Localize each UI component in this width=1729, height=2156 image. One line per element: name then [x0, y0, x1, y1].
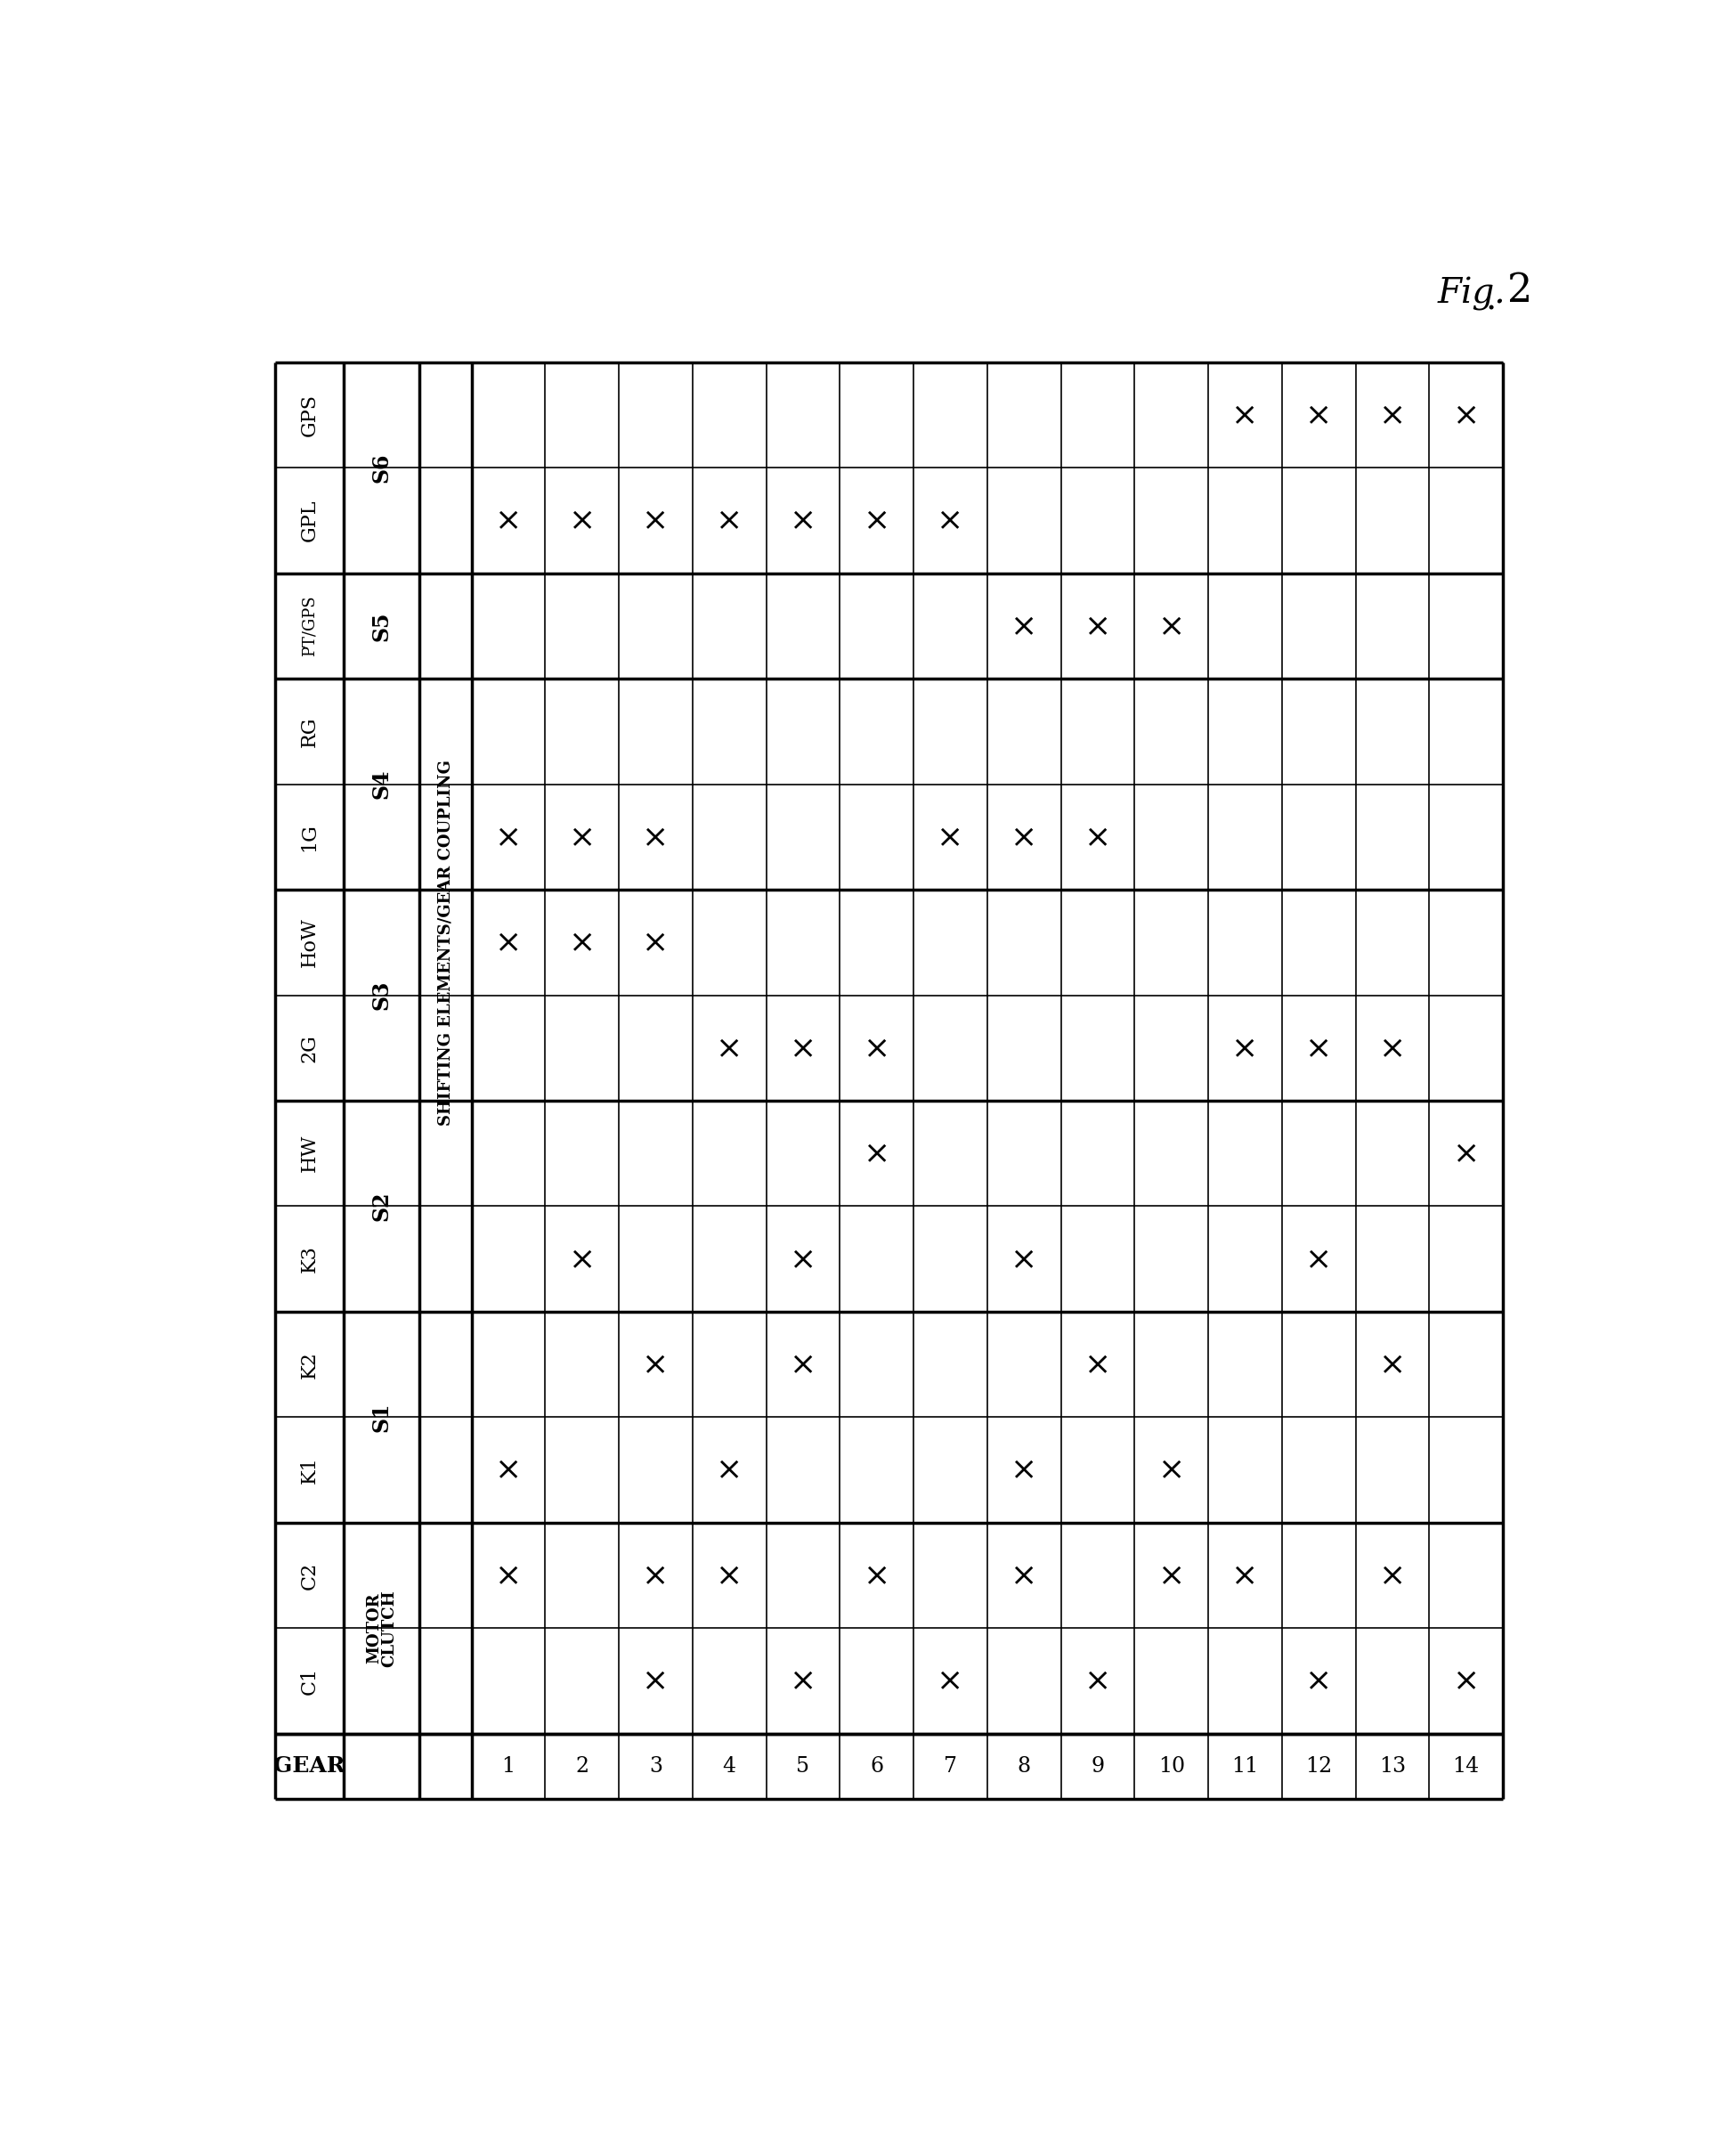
Text: MOTOR
CLUTCH: MOTOR CLUTCH: [367, 1589, 398, 1667]
Text: ×: ×: [494, 1455, 522, 1485]
Text: ×: ×: [1452, 1667, 1480, 1697]
Text: PT/GPS: PT/GPS: [301, 595, 318, 658]
Text: ×: ×: [1158, 610, 1184, 640]
Text: 14: 14: [1452, 1755, 1480, 1777]
Text: 1: 1: [501, 1755, 515, 1777]
Text: K1: K1: [299, 1455, 320, 1483]
Text: ×: ×: [790, 1667, 816, 1697]
Text: ×: ×: [937, 1667, 963, 1697]
Text: 1G: 1G: [299, 824, 320, 852]
Text: SHIFTING ELEMENTS/GEAR COUPLING: SHIFTING ELEMENTS/GEAR COUPLING: [437, 759, 453, 1125]
Text: ×: ×: [1305, 1667, 1333, 1697]
Text: 2: 2: [576, 1755, 588, 1777]
Text: ×: ×: [790, 1244, 816, 1274]
Text: ×: ×: [1305, 1244, 1333, 1274]
Text: S3: S3: [372, 981, 392, 1011]
Text: ×: ×: [1084, 821, 1112, 852]
Text: ×: ×: [790, 505, 816, 535]
Text: 2G: 2G: [299, 1033, 320, 1063]
Text: ×: ×: [863, 505, 890, 535]
Text: RG: RG: [299, 716, 320, 746]
Text: 6: 6: [870, 1755, 884, 1777]
Text: ×: ×: [1452, 1138, 1480, 1169]
Text: S2: S2: [372, 1192, 392, 1220]
Text: 2: 2: [1508, 272, 1534, 310]
Text: GPS: GPS: [299, 395, 320, 436]
Text: 9: 9: [1091, 1755, 1105, 1777]
Text: HW: HW: [299, 1134, 320, 1173]
Text: ×: ×: [790, 1350, 816, 1380]
Text: ×: ×: [1010, 1561, 1037, 1591]
Text: ×: ×: [494, 821, 522, 852]
Text: ×: ×: [569, 1244, 595, 1274]
Text: ×: ×: [1158, 1561, 1184, 1591]
Text: ×: ×: [1231, 1033, 1259, 1063]
Text: C2: C2: [299, 1561, 320, 1589]
Text: ×: ×: [716, 1561, 743, 1591]
Text: K2: K2: [299, 1352, 320, 1378]
Text: ×: ×: [790, 1033, 816, 1063]
Text: ×: ×: [1010, 1455, 1037, 1485]
Text: S6: S6: [372, 453, 392, 483]
Text: ×: ×: [1380, 1033, 1406, 1063]
Text: 8: 8: [1017, 1755, 1030, 1777]
Text: ×: ×: [937, 821, 963, 852]
Text: 5: 5: [797, 1755, 809, 1777]
Text: ×: ×: [641, 1667, 669, 1697]
Text: ×: ×: [863, 1033, 890, 1063]
Text: ×: ×: [569, 505, 595, 535]
Text: ×: ×: [1380, 1350, 1406, 1380]
Text: ×: ×: [1010, 821, 1037, 852]
Text: ×: ×: [494, 1561, 522, 1591]
Text: GEAR: GEAR: [273, 1755, 346, 1777]
Text: ×: ×: [494, 927, 522, 957]
Text: ×: ×: [937, 505, 963, 535]
Text: ×: ×: [494, 505, 522, 535]
Text: K3: K3: [299, 1246, 320, 1272]
Text: .: .: [1485, 285, 1497, 317]
Text: ×: ×: [641, 927, 669, 957]
Text: ×: ×: [569, 927, 595, 957]
Text: ×: ×: [569, 821, 595, 852]
Text: 10: 10: [1158, 1755, 1184, 1777]
Text: S5: S5: [372, 610, 392, 640]
Text: 12: 12: [1305, 1755, 1333, 1777]
Text: ×: ×: [1305, 1033, 1333, 1063]
Text: 3: 3: [648, 1755, 662, 1777]
Text: 11: 11: [1231, 1755, 1259, 1777]
Text: ×: ×: [641, 1561, 669, 1591]
Text: GPL: GPL: [299, 500, 320, 541]
Text: ×: ×: [1084, 1667, 1112, 1697]
Text: ×: ×: [1084, 610, 1112, 640]
Text: ×: ×: [1010, 610, 1037, 640]
Text: Fig.: Fig.: [1439, 276, 1506, 310]
Text: ×: ×: [1231, 399, 1259, 431]
Text: ×: ×: [1380, 399, 1406, 431]
Text: ×: ×: [1084, 1350, 1112, 1380]
Text: ×: ×: [641, 821, 669, 852]
Text: ×: ×: [716, 1455, 743, 1485]
Text: ×: ×: [641, 505, 669, 535]
Text: ×: ×: [1158, 1455, 1184, 1485]
Text: C1: C1: [299, 1667, 320, 1695]
Text: ×: ×: [716, 1033, 743, 1063]
Text: ×: ×: [716, 505, 743, 535]
Text: S4: S4: [372, 770, 392, 800]
Text: 13: 13: [1380, 1755, 1406, 1777]
Text: ×: ×: [863, 1138, 890, 1169]
Text: ×: ×: [863, 1561, 890, 1591]
Text: ×: ×: [1380, 1561, 1406, 1591]
Text: 7: 7: [944, 1755, 958, 1777]
Text: ×: ×: [1452, 399, 1480, 431]
Text: 4: 4: [723, 1755, 737, 1777]
Text: ×: ×: [1305, 399, 1333, 431]
Text: ×: ×: [641, 1350, 669, 1380]
Text: HoW: HoW: [299, 918, 320, 968]
Text: S1: S1: [372, 1401, 392, 1432]
Text: ×: ×: [1010, 1244, 1037, 1274]
Text: ×: ×: [1231, 1561, 1259, 1591]
